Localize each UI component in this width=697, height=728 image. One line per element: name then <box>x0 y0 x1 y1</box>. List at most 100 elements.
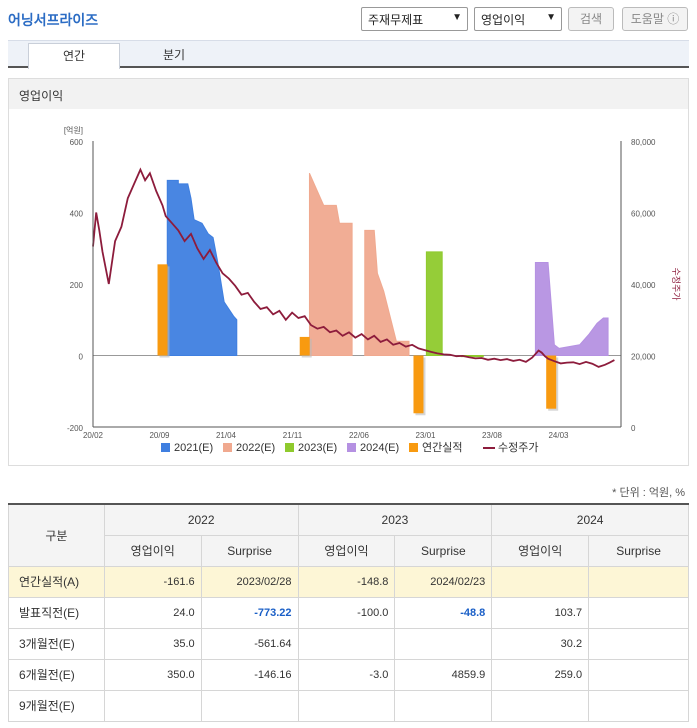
estimate-series <box>166 172 609 358</box>
table-corner-header: 구분 <box>8 503 105 567</box>
statement-type-value: 주재무제표 <box>368 13 424 27</box>
y2-tick-label: 0 <box>631 424 636 433</box>
table-cell: 24.0 <box>103 596 202 629</box>
table-cell: 30.2 <box>491 627 590 660</box>
row-header: 9개월전(E) <box>8 689 105 722</box>
table-cell <box>200 689 299 722</box>
actual-bar <box>299 336 310 356</box>
table-row: 9개월전(E) <box>8 689 689 722</box>
table-cell <box>394 689 493 722</box>
chart-section: 영업이익 600 400 200 0 -200 [억원] 80,000 60,000 40,00… <box>8 78 689 466</box>
chevron-down-icon: ▼ <box>452 12 462 23</box>
table-cell <box>588 658 689 691</box>
legend-label: 2024(E) <box>360 442 399 454</box>
x-tick-label: 20/02 <box>83 431 104 440</box>
y-tick-label: 0 <box>79 353 84 362</box>
y-axis-label: [억원] <box>64 125 83 135</box>
table-cell: -161.6 <box>103 565 202 598</box>
tab-annual[interactable]: 연간 <box>28 43 120 69</box>
table-cell <box>588 627 689 660</box>
table-cell: 2023/02/28 <box>200 565 299 598</box>
table-cell <box>297 689 396 722</box>
column-header: Surprise <box>588 534 689 567</box>
help-icon: ⓘ <box>663 12 680 26</box>
chart-legend: 2021(E) 2022(E) 2023(E) 2024(E) 연간실적 수정주가 <box>161 441 538 454</box>
row-header: 6개월전(E) <box>8 658 105 691</box>
y2-tick-label: 60,000 <box>631 210 656 219</box>
year-header: 2024 <box>491 503 689 536</box>
page-title: 어닝서프라이즈 <box>8 12 99 28</box>
table-cell: 259.0 <box>491 658 590 691</box>
legend-swatch <box>285 443 294 452</box>
actual-bar <box>157 264 168 356</box>
x-tick-label: 22/06 <box>349 431 370 440</box>
estimate-area <box>364 229 410 356</box>
legend-swatch <box>223 443 232 452</box>
tab-quarterly[interactable]: 분기 <box>162 48 186 62</box>
table-cell <box>394 627 493 660</box>
table-cell <box>588 689 689 722</box>
metric-value: 영업이익 <box>481 13 526 27</box>
year-header: 2023 <box>297 503 493 536</box>
table-row: 6개월전(E) 350.0 -146.16 -3.0 4859.9 259.0 <box>8 658 689 691</box>
chart-section-title: 영업이익 <box>9 79 688 109</box>
table-cell: 2024/02/23 <box>394 565 493 598</box>
y2-tick-label: 20,000 <box>631 353 656 362</box>
row-header: 3개월전(E) <box>8 627 105 660</box>
price-series <box>92 167 615 368</box>
column-header: 영업이익 <box>491 534 590 567</box>
table-cell: 4859.9 <box>394 658 493 691</box>
y2-tick-label: 40,000 <box>631 281 656 290</box>
column-header: 영업이익 <box>297 534 396 567</box>
help-button[interactable]: 도움말 ⓘ <box>622 7 688 31</box>
table-cell: -773.22 <box>200 596 299 629</box>
earnings-chart: 600 400 200 0 -200 [억원] 80,000 60,000 40,000 20,0… <box>64 125 681 454</box>
estimate-area <box>425 251 443 356</box>
legend-swatch <box>347 443 356 452</box>
estimate-area <box>308 172 353 356</box>
legend-label: 연간실적 <box>422 441 462 454</box>
y-tick-label: 200 <box>70 281 84 290</box>
table-cell: -561.64 <box>200 627 299 660</box>
table-cell <box>588 596 689 629</box>
estimate-area <box>534 262 609 356</box>
row-header: 연간실적(A) <box>8 565 105 598</box>
table-cell: -100.0 <box>297 596 396 629</box>
x-tick-label: 21/04 <box>216 431 237 440</box>
actual-bar <box>413 355 424 414</box>
x-tick-label: 23/08 <box>482 431 503 440</box>
y-tick-label: 400 <box>70 210 84 219</box>
column-header: Surprise <box>394 534 493 567</box>
table-cell <box>588 565 689 598</box>
table-cell <box>103 689 202 722</box>
table-cell: 350.0 <box>103 658 202 691</box>
x-tick-label: 21/11 <box>283 431 303 440</box>
statement-type-select[interactable]: 주재무제표 ▼ <box>361 7 468 31</box>
legend-label: 수정주가 <box>498 441 538 454</box>
search-button[interactable]: 검색 <box>568 7 614 31</box>
y-tick-label: 600 <box>70 138 84 147</box>
legend-label: 2021(E) <box>174 442 213 454</box>
x-tick-label: 23/01 <box>415 431 436 440</box>
table-cell <box>491 689 590 722</box>
x-tick-label: 24/03 <box>548 431 569 440</box>
table-row: 3개월전(E) 35.0 -561.64 30.2 <box>8 627 689 660</box>
legend-swatch <box>409 443 418 452</box>
estimate-area <box>166 179 238 356</box>
y2-tick-label: 80,000 <box>631 138 656 147</box>
actual-bars <box>157 264 559 416</box>
column-header: 영업이익 <box>103 534 202 567</box>
row-header: 발표직전(E) <box>8 596 105 629</box>
price-line <box>92 167 615 368</box>
legend-label: 2022(E) <box>236 442 275 454</box>
metric-select[interactable]: 영업이익 ▼ <box>474 7 562 31</box>
help-label: 도움말 <box>630 12 664 26</box>
y2-axis-label: 수정주가 <box>671 267 681 300</box>
actual-bar <box>546 355 557 409</box>
period-tabs: 연간 분기 <box>8 40 689 69</box>
table-cell <box>297 627 396 660</box>
table-row: 발표직전(E) 24.0 -773.22 -100.0 -48.8 103.7 <box>8 596 689 629</box>
chart-axes: 600 400 200 0 -200 [억원] 80,000 60,000 40,000 20,0… <box>64 125 681 440</box>
x-tick-label: 20/09 <box>149 431 170 440</box>
table-cell: 103.7 <box>491 596 590 629</box>
